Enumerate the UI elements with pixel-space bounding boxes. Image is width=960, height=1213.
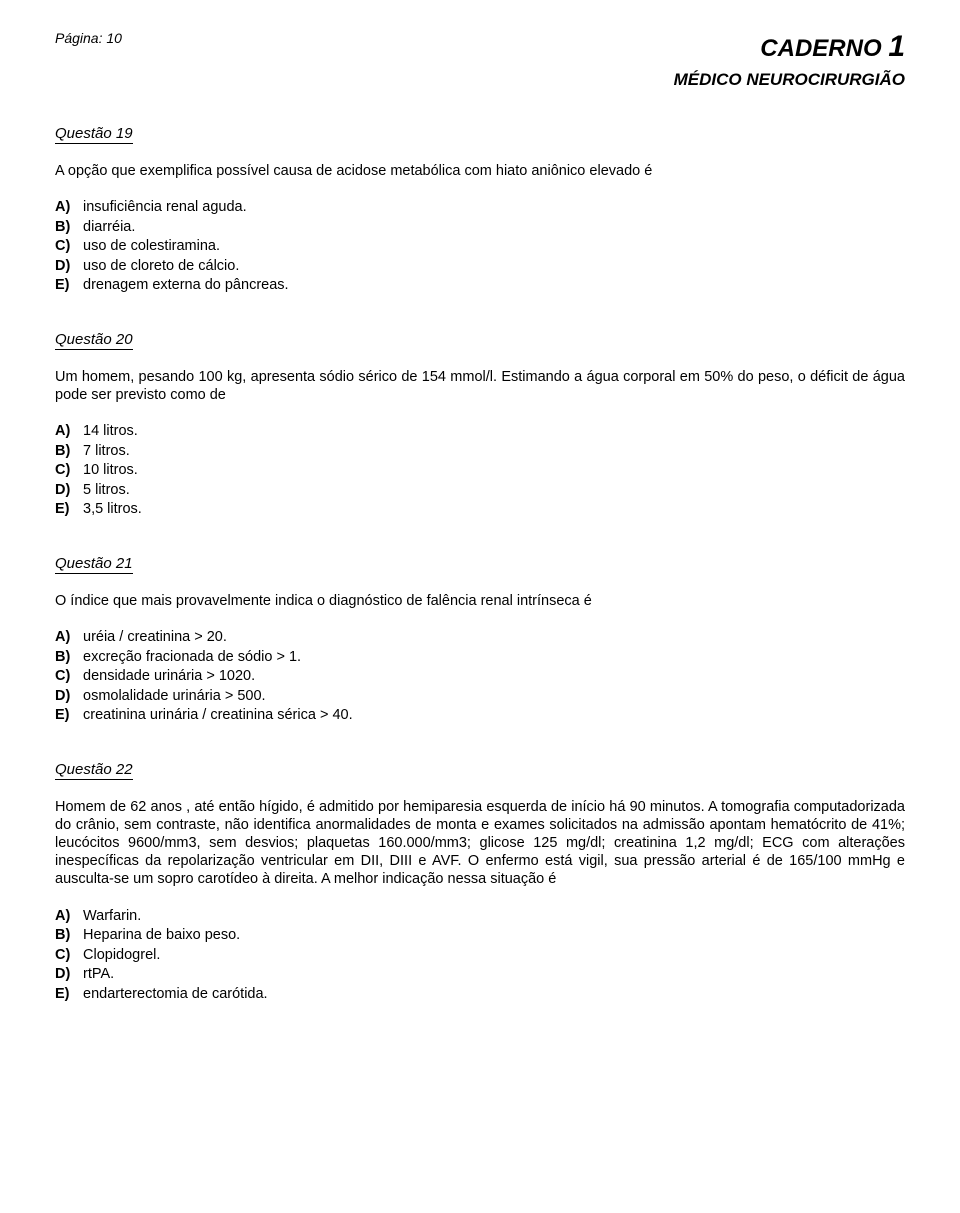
option-letter: B) (55, 926, 83, 946)
question-title: Questão 20 (55, 331, 133, 350)
question-text: O índice que mais provavelmente indica o… (55, 592, 905, 610)
option-letter: C) (55, 461, 83, 481)
option-letter: B) (55, 442, 83, 462)
option-row: A)insuficiência renal aguda. (55, 198, 905, 218)
option-row: D)rtPA. (55, 965, 905, 985)
question-block: Questão 19 A opção que exemplifica possív… (55, 125, 905, 296)
option-text: osmolalidade urinária > 500. (83, 687, 905, 707)
document-subtitle: MÉDICO NEUROCIRURGIÃO (55, 70, 905, 90)
option-text: uso de colestiramina. (83, 237, 905, 257)
option-row: D)osmolalidade urinária > 500. (55, 687, 905, 707)
option-text: rtPA. (83, 965, 905, 985)
option-letter: D) (55, 687, 83, 707)
caderno-text: CADERNO (760, 35, 881, 62)
option-text: creatinina urinária / creatinina sérica … (83, 706, 905, 726)
option-row: E)3,5 litros. (55, 500, 905, 520)
question-text: Homem de 62 anos , até então hígido, é a… (55, 798, 905, 889)
option-row: A)uréia / creatinina > 20. (55, 628, 905, 648)
question-title: Questão 22 (55, 761, 133, 780)
option-letter: A) (55, 198, 83, 218)
option-letter: B) (55, 218, 83, 238)
option-letter: B) (55, 648, 83, 668)
option-text: 7 litros. (83, 442, 905, 462)
option-row: E)creatinina urinária / creatinina séric… (55, 706, 905, 726)
option-letter: C) (55, 946, 83, 966)
option-row: C)uso de colestiramina. (55, 237, 905, 257)
question-title: Questão 19 (55, 125, 133, 144)
option-text: insuficiência renal aguda. (83, 198, 905, 218)
options-list: A)uréia / creatinina > 20.B)excreção fra… (55, 628, 905, 726)
option-letter: E) (55, 706, 83, 726)
option-row: E)drenagem externa do pâncreas. (55, 276, 905, 296)
option-letter: A) (55, 422, 83, 442)
question-block: Questão 21 O índice que mais provavelment… (55, 555, 905, 726)
option-text: 5 litros. (83, 481, 905, 501)
option-row: A)14 litros. (55, 422, 905, 442)
option-letter: D) (55, 481, 83, 501)
page-number-label: Página: 10 (55, 30, 122, 46)
option-letter: E) (55, 276, 83, 296)
option-letter: E) (55, 985, 83, 1005)
option-text: drenagem externa do pâncreas. (83, 276, 905, 296)
option-row: B)diarréia. (55, 218, 905, 238)
option-text: endarterectomia de carótida. (83, 985, 905, 1005)
option-text: densidade urinária > 1020. (83, 667, 905, 687)
question-text: Um homem, pesando 100 kg, apresenta sódi… (55, 368, 905, 404)
page-header: Página: 10 CADERNO 1 (55, 30, 905, 64)
option-text: 10 litros. (83, 461, 905, 481)
option-row: C)10 litros. (55, 461, 905, 481)
option-text: uso de cloreto de cálcio. (83, 257, 905, 277)
option-text: Warfarin. (83, 907, 905, 927)
option-row: B)7 litros. (55, 442, 905, 462)
option-text: Heparina de baixo peso. (83, 926, 905, 946)
options-list: A)Warfarin.B)Heparina de baixo peso.C)Cl… (55, 907, 905, 1005)
option-row: C)Clopidogrel. (55, 946, 905, 966)
option-text: diarréia. (83, 218, 905, 238)
option-row: A)Warfarin. (55, 907, 905, 927)
caderno-label: CADERNO 1 (760, 30, 905, 64)
option-row: D)5 litros. (55, 481, 905, 501)
options-list: A)insuficiência renal aguda.B)diarréia.C… (55, 198, 905, 296)
option-letter: D) (55, 257, 83, 277)
option-row: B)excreção fracionada de sódio > 1. (55, 648, 905, 668)
option-text: uréia / creatinina > 20. (83, 628, 905, 648)
question-block: Questão 22 Homem de 62 anos , até então h… (55, 761, 905, 1004)
question-title: Questão 21 (55, 555, 133, 574)
option-letter: A) (55, 628, 83, 648)
option-letter: E) (55, 500, 83, 520)
question-block: Questão 20 Um homem, pesando 100 kg, apre… (55, 331, 905, 520)
option-letter: C) (55, 237, 83, 257)
option-letter: C) (55, 667, 83, 687)
option-text: 14 litros. (83, 422, 905, 442)
option-text: 3,5 litros. (83, 500, 905, 520)
question-text: A opção que exemplifica possível causa d… (55, 162, 905, 180)
option-text: excreção fracionada de sódio > 1. (83, 648, 905, 668)
option-letter: A) (55, 907, 83, 927)
questions-container: Questão 19 A opção que exemplifica possív… (55, 125, 905, 1004)
option-row: D)uso de cloreto de cálcio. (55, 257, 905, 277)
option-row: B)Heparina de baixo peso. (55, 926, 905, 946)
option-row: C)densidade urinária > 1020. (55, 667, 905, 687)
option-row: E)endarterectomia de carótida. (55, 985, 905, 1005)
caderno-number: 1 (888, 30, 905, 63)
options-list: A)14 litros.B)7 litros.C)10 litros.D)5 l… (55, 422, 905, 520)
option-text: Clopidogrel. (83, 946, 905, 966)
option-letter: D) (55, 965, 83, 985)
